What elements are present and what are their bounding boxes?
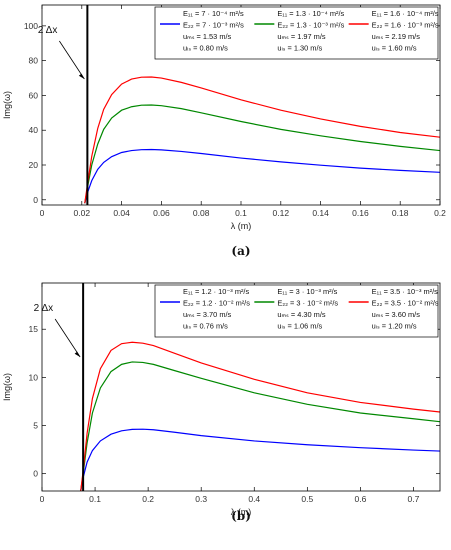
- cutoff-annotation: 2 Δx: [38, 25, 57, 36]
- y-tick-label: 10: [29, 372, 39, 382]
- cutoff-annotation: 2 Δx: [34, 303, 53, 314]
- x-tick-label: 0.1: [89, 494, 101, 504]
- x-tick-label: 0: [40, 494, 45, 504]
- x-tick-label: 0.14: [312, 208, 329, 218]
- legend-entry: uₗₛ = 1.30 m/s: [277, 44, 322, 53]
- y-axis-label: Img(ω): [2, 373, 12, 401]
- series-line-2: [84, 104, 440, 204]
- legend-entry: uₘₛ = 4.30 m/s: [277, 310, 326, 319]
- legend: [154, 6, 439, 60]
- cutoff-arrow: [59, 40, 85, 80]
- x-axis-label: λ (m): [231, 507, 252, 517]
- x-tick-label: 0.12: [273, 208, 290, 218]
- x-tick-label: 0.02: [74, 208, 91, 218]
- y-tick-label: 80: [29, 56, 39, 66]
- legend-entry: E₂₂ = 3 · 10⁻² m²/s: [277, 299, 338, 308]
- x-tick-label: 0.06: [153, 208, 170, 218]
- x-tick-label: 0.18: [392, 208, 409, 218]
- y-tick-label: 60: [29, 90, 39, 100]
- y-tick-label: 0: [33, 469, 38, 479]
- series-line-3: [80, 341, 440, 491]
- series-line-3: [84, 76, 440, 204]
- x-tick-label: 0.6: [354, 494, 366, 504]
- legend-entry: E₁₁ = 3 · 10⁻³ m²/s: [277, 287, 337, 296]
- legend-entry: uₘₛ = 2.19 m/s: [372, 32, 421, 41]
- legend-entry: uₘₛ = 1.97 m/s: [277, 32, 326, 41]
- x-tick-label: 0.2: [434, 208, 446, 218]
- y-tick-label: 15: [29, 324, 39, 334]
- x-tick-label: 0.3: [195, 494, 207, 504]
- legend-entry: uₘₛ = 1.53 m/s: [183, 32, 232, 41]
- x-tick-label: 0.2: [142, 494, 154, 504]
- y-axis-label: Img(ω): [2, 91, 12, 119]
- plot-frame: [41, 282, 441, 492]
- legend-entry: E₁₁ = 1.2 · 10⁻³ m²/s: [183, 287, 249, 296]
- x-tick-label: 0.04: [113, 208, 130, 218]
- series-line-1: [80, 428, 440, 491]
- legend-entry: uₗₛ = 0.76 m/s: [183, 322, 228, 331]
- y-tick-label: 5: [33, 421, 38, 431]
- y-tick-label: 0: [33, 195, 38, 205]
- y-tick-label: 100: [24, 21, 38, 31]
- legend-entry: E₂₂ = 1.6 · 10⁻³ m²/s: [372, 21, 439, 30]
- legend-entry: E₁₁ = 3.5 · 10⁻³ m²/s: [372, 287, 438, 296]
- x-tick-label: 0.1: [235, 208, 247, 218]
- caption: (a): [231, 244, 250, 258]
- x-tick-label: 0.16: [352, 208, 369, 218]
- legend-entry: uₘₛ = 3.60 m/s: [372, 310, 421, 319]
- y-tick-label: 40: [29, 125, 39, 135]
- legend-entry: uₗₛ = 1.60 m/s: [372, 44, 417, 53]
- legend-entry: uₗₛ = 0.80 m/s: [183, 44, 228, 53]
- x-tick-label: 0: [40, 208, 45, 218]
- series-line-2: [80, 361, 440, 491]
- x-tick-label: 0.5: [301, 494, 313, 504]
- legend-entry: uₘₛ = 3.70 m/s: [183, 310, 232, 319]
- legend-entry: E₁₁ = 1.3 · 10⁻⁴ m²/s: [277, 9, 344, 18]
- legend-entry: E₂₂ = 7 · 10⁻³ m²/s: [183, 21, 244, 30]
- x-tick-label: 0.08: [193, 208, 210, 218]
- legend-entry: E₂₂ = 3.5 · 10⁻² m²/s: [372, 299, 439, 308]
- x-tick-label: 0.4: [248, 494, 260, 504]
- cutoff-arrow: [54, 318, 81, 358]
- legend-entry: E₂₂ = 1.2 · 10⁻² m²/s: [183, 299, 250, 308]
- legend-entry: E₁₁ = 1.6 · 10⁻⁴ m²/s: [372, 9, 439, 18]
- series-line-1: [84, 148, 440, 204]
- y-tick-label: 20: [29, 160, 39, 170]
- legend-entry: uₗₛ = 1.06 m/s: [277, 322, 322, 331]
- caption: (b): [231, 509, 251, 523]
- x-tick-label: 0.7: [408, 494, 420, 504]
- legend: [154, 284, 439, 338]
- legend-entry: uₗₛ = 1.20 m/s: [372, 322, 417, 331]
- chart-2: 0 0.1 0.2 0.3 0.4 0.5 0.6 0.7 0 5 10 15 λ (m) Img(ω) 2…: [2, 282, 441, 523]
- legend-entry: E₁₁ = 7 · 10⁻⁴ m²/s: [183, 9, 244, 18]
- legend-entry: E₂₂ = 1.3 · 10⁻³ m²/s: [277, 21, 344, 30]
- chart-1: 0 0.02 0.04 0.06 0.08 0.1 0.12 0.14 0.16 0.18 0.2 0…: [2, 4, 446, 258]
- x-axis-label: λ (m): [231, 221, 252, 231]
